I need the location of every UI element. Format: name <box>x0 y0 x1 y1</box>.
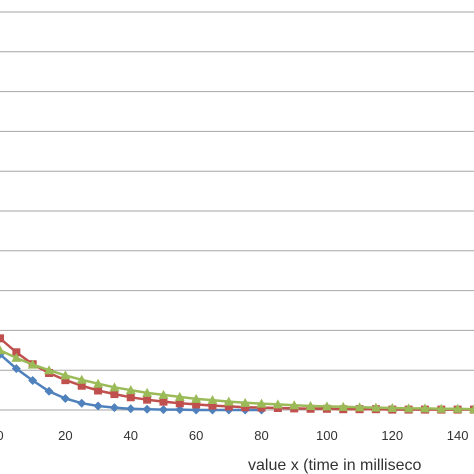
data-point <box>175 405 185 415</box>
data-point <box>143 395 152 404</box>
data-point <box>208 401 217 410</box>
data-point <box>174 391 185 401</box>
data-point <box>387 403 398 413</box>
data-point <box>94 386 103 395</box>
data-point <box>256 398 267 408</box>
series-layer <box>0 334 474 415</box>
data-point <box>272 399 283 409</box>
data-point <box>126 404 136 414</box>
x-tick-label: 0 <box>0 428 4 443</box>
data-point <box>109 382 120 392</box>
data-point <box>207 395 218 405</box>
data-point <box>12 348 21 357</box>
data-point <box>60 393 70 403</box>
data-point <box>158 389 169 399</box>
data-point <box>142 387 153 397</box>
data-point <box>240 397 251 407</box>
data-point <box>142 404 152 414</box>
data-point <box>110 390 119 399</box>
data-point <box>289 400 300 410</box>
data-point <box>44 365 55 375</box>
data-point <box>44 386 54 396</box>
x-tick-label: 140 <box>447 428 469 443</box>
x-tick-label: 100 <box>316 428 338 443</box>
data-point <box>159 397 168 406</box>
data-point <box>11 352 22 362</box>
data-point <box>61 376 70 385</box>
data-point <box>419 403 430 413</box>
data-point <box>436 403 447 413</box>
x-tick-label: 80 <box>254 428 268 443</box>
data-point <box>224 402 233 411</box>
x-tick-label: 120 <box>381 428 403 443</box>
data-point <box>93 378 104 388</box>
x-tick-label: 60 <box>189 428 203 443</box>
data-point <box>403 403 414 413</box>
data-point <box>28 376 38 386</box>
x-axis-title: value x (time in milliseco <box>248 457 421 474</box>
data-point <box>0 334 4 343</box>
x-tick-label: 20 <box>58 428 72 443</box>
data-point <box>175 399 184 408</box>
data-point <box>126 393 135 402</box>
data-point <box>27 359 38 369</box>
data-point <box>469 404 474 414</box>
data-point <box>241 403 250 412</box>
series-3 <box>0 345 474 414</box>
data-point <box>354 402 365 412</box>
data-point <box>452 403 463 413</box>
data-point <box>125 385 136 395</box>
data-point <box>109 403 119 413</box>
data-point <box>370 402 381 412</box>
data-point <box>192 400 201 409</box>
data-point <box>321 401 332 411</box>
data-point <box>60 370 71 380</box>
data-point <box>191 393 202 403</box>
gridlines <box>0 11 474 411</box>
data-point <box>223 396 234 406</box>
x-tick-label: 40 <box>124 428 138 443</box>
data-point <box>338 401 349 411</box>
data-point <box>93 401 103 411</box>
data-point <box>11 364 21 374</box>
data-point <box>305 401 316 411</box>
data-point <box>77 381 86 390</box>
data-point <box>158 405 168 415</box>
data-point <box>76 374 87 384</box>
x-tick-labels: 0 20 40 60 80 100 120 140 <box>0 428 469 443</box>
data-point <box>0 345 5 355</box>
data-point <box>77 398 87 408</box>
